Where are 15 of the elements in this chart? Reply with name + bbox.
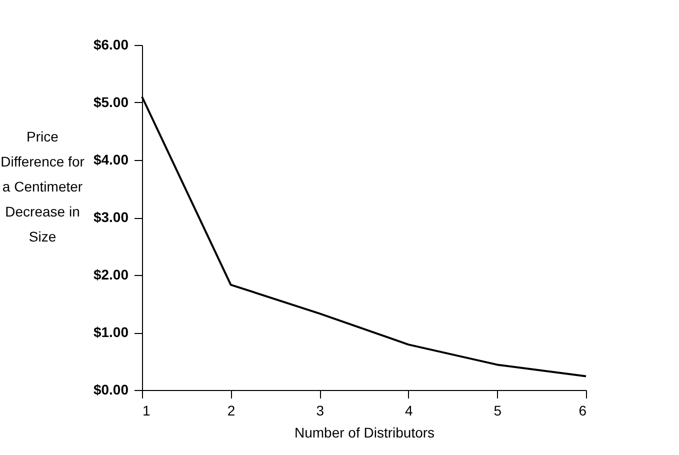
x-tick-label: 3 bbox=[316, 402, 324, 418]
x-tick-label: 4 bbox=[405, 402, 413, 418]
y-tick-label: $5.00 bbox=[93, 94, 129, 110]
x-tick-label: 1 bbox=[142, 402, 150, 418]
y-tick-label: $3.00 bbox=[93, 209, 129, 225]
y-tick-label: $6.00 bbox=[93, 36, 129, 52]
x-axis-title: Number of Distributors bbox=[294, 424, 435, 440]
y-tick-label: $1.00 bbox=[93, 324, 129, 340]
x-tick-label: 6 bbox=[578, 402, 587, 418]
y-axis-title: Price Difference for a Centimeter Decrease in Size bbox=[0, 128, 85, 244]
y-tick-label: $0.00 bbox=[93, 382, 129, 398]
x-tick-label: 2 bbox=[227, 402, 236, 418]
y-tick-label: $2.00 bbox=[93, 266, 129, 282]
y-tick-label: $4.00 bbox=[93, 152, 129, 168]
x-tick-label: 5 bbox=[494, 402, 502, 418]
